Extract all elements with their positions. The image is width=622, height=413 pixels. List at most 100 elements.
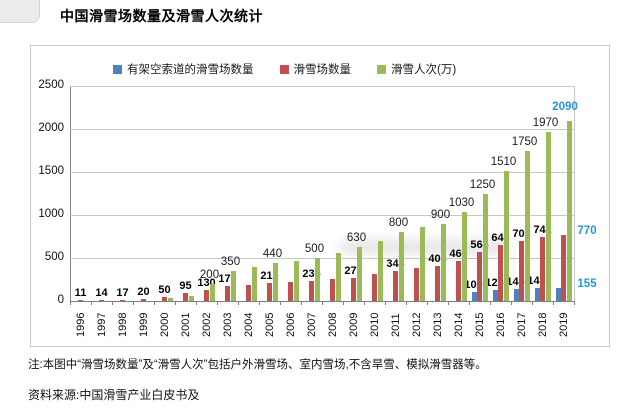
bar-2011-s1 [393,271,398,301]
y-axis-label: 0 [57,294,64,306]
y-axis-label: 500 [44,251,64,263]
bar-label: 17 [116,286,129,299]
bar-label: 50 [158,283,171,296]
x-axis-tick [70,302,71,305]
bar-2003-s1 [225,286,230,301]
bar-2015-s1 [477,252,482,301]
bar-2016-s1 [498,245,503,301]
x-axis-label: 2017 [515,312,528,337]
bar-label: 14 [95,286,108,299]
x-axis-label: 2003 [221,312,234,337]
x-axis-label: 1999 [137,312,150,337]
bar-2019-s2 [566,121,572,301]
x-axis-tick [238,302,239,305]
bar-2008-s2 [335,252,341,301]
x-axis-label: 2014 [452,312,465,337]
x-axis-label: 1998 [116,312,129,337]
bar-2002-s2 [209,283,215,301]
bar-label: 155 [577,277,597,290]
bar-2007-s1 [309,280,314,301]
bar-2017-s0 [513,288,519,301]
x-axis-tick [217,302,218,305]
x-axis-label: 2008 [326,312,339,337]
bar-2015-s2 [482,193,488,301]
x-axis-label: 2019 [557,312,570,337]
bar-2005-s2 [272,263,278,301]
bar-2008-s1 [330,279,335,301]
legend-swatch-icon [113,64,122,74]
x-axis-label: 2005 [263,312,276,337]
gridline-1500 [70,172,575,173]
y-axis-label: 1000 [38,208,64,220]
bar-2010-s1 [372,274,377,301]
x-axis-label: 2000 [158,312,171,337]
legend-swatch-icon [279,64,289,74]
bar-label: 800 [388,217,409,230]
x-axis-label: 2002 [200,312,213,337]
bar-2000-s1 [162,296,167,301]
bar-2014-s1 [456,261,461,301]
gridline-500 [70,258,575,259]
x-axis-tick [133,302,134,305]
x-axis-tick [343,302,344,305]
bar-1997-s1 [99,299,104,301]
x-axis-tick [532,302,533,305]
chart-container: 有架空索道的滑雪场数量 滑雪场数量 滑雪人次(万) 0 500 1000 1500 2000… [30,45,610,347]
watermark-smudge [340,239,510,255]
legend-item-1: 滑雪场数量 [279,61,351,77]
bar-label: 1030 [448,197,475,210]
x-axis-tick [175,302,176,305]
x-axis-label: 2010 [368,312,381,337]
x-axis-label: 2001 [179,312,192,337]
chart-title: 中国滑雪场数量及滑雪人次统计 [60,8,263,24]
bar-2005-s1 [267,282,272,301]
bar-label: 1970 [532,116,559,129]
x-axis-label: 2006 [284,312,297,337]
x-axis-label: 2007 [305,312,318,337]
x-axis-tick [553,302,554,305]
bar-label: 350 [220,255,241,268]
x-axis-tick [280,302,281,305]
bar-2002-s1 [204,289,209,301]
x-axis-tick [91,302,92,305]
bar-label: 200 [199,268,220,281]
bar-label: 630 [346,231,367,244]
bar-label: 1750 [511,135,538,148]
bar-label: 2090 [552,101,578,114]
bar-2016-s2 [503,171,509,301]
bar-2019-s1 [561,234,566,301]
x-axis-tick [259,302,260,305]
bar-2003-s2 [230,270,236,301]
footnote: 注:本图中“滑雪场数量”及“滑雪人次”包括户外滑雪场、室内雪场,不含旱雪、模拟滑… [28,359,487,371]
bar-2004-s1 [246,284,251,301]
data-source: 资料来源:中国滑雪产业白皮书及 [28,388,200,402]
bar-2015-s0 [471,291,477,301]
legend-swatch-icon [377,64,386,74]
bar-2009-s2 [356,246,362,301]
bar-2007-s2 [314,258,320,301]
bar-2001-s1 [183,292,188,301]
x-axis-label: 2013 [431,312,444,337]
bar-2017-s2 [524,150,530,301]
x-axis-label: 2011 [389,313,402,337]
bar-label: 440 [262,248,283,261]
y-axis-label: 1500 [38,165,64,177]
chart-legend: 有架空索道的滑雪场数量 滑雪场数量 滑雪人次(万) [113,61,456,77]
x-axis-tick [196,302,197,305]
x-axis-tick [511,302,512,305]
bar-1996-s1 [78,300,83,301]
bar-label: 500 [304,243,325,255]
gridline-2500 [70,86,575,87]
x-axis-label: 2004 [242,312,255,337]
legend-label: 滑雪人次(万) [391,64,457,76]
bar-2013-s1 [435,265,440,301]
bar-2012-s1 [414,268,419,301]
x-axis-label: 1996 [74,312,87,337]
bar-label: 770 [577,224,597,237]
x-axis-tick [364,302,365,305]
bar-2004-s2 [251,266,257,301]
x-axis-tick [469,302,470,305]
bar-2018-s1 [540,237,545,301]
gridline-2000 [70,129,575,130]
